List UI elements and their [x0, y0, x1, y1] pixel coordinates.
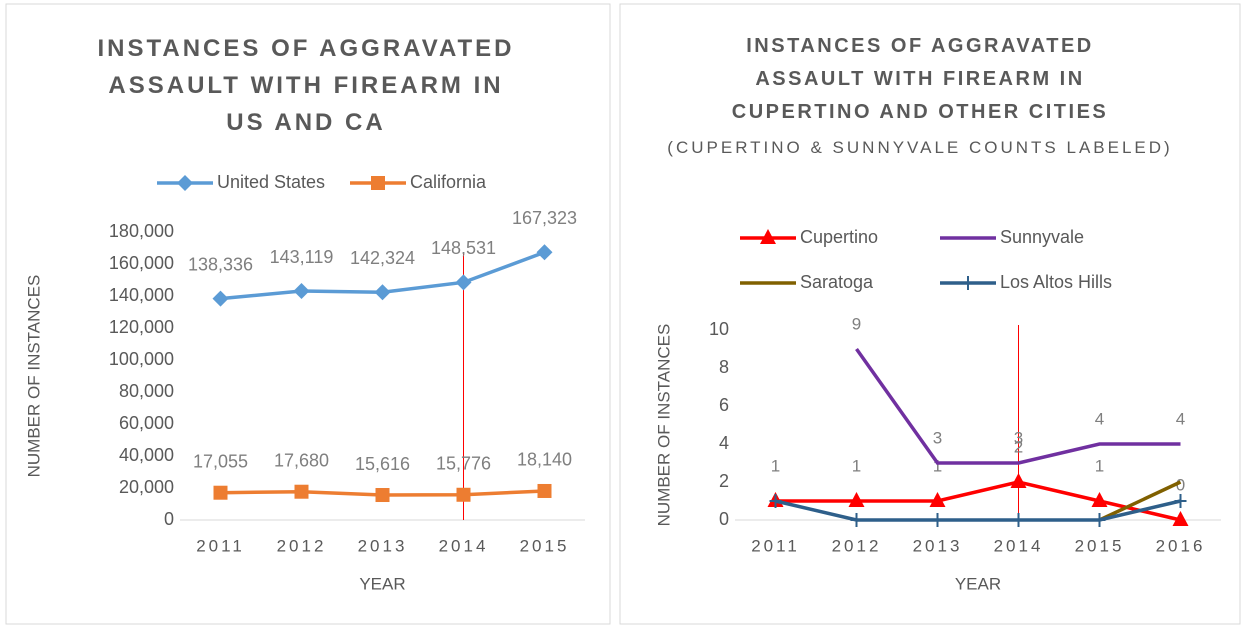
- y-tick-label: 8: [719, 357, 729, 377]
- marker: [1093, 513, 1106, 527]
- data-label: 1: [1095, 456, 1104, 475]
- marker: [375, 488, 390, 503]
- legend-label: Sunnyvale: [1000, 227, 1084, 247]
- data-label: 4: [1095, 409, 1104, 428]
- series-line: [775, 499, 1181, 522]
- y-tick-label: 60,000: [119, 413, 174, 433]
- legend-label: Cupertino: [800, 227, 878, 247]
- data-label: 17,055: [193, 451, 248, 471]
- marker: [1012, 513, 1025, 527]
- series-line: [855, 347, 1181, 465]
- marker: [931, 513, 944, 527]
- marker: [760, 229, 776, 244]
- chart-title: INSTANCES OF AGGRAVATED ASSAULT WITH FIR…: [731, 35, 1109, 123]
- y-axis-title: NUMBER OF INSTANCES: [654, 324, 673, 527]
- marker: [212, 290, 229, 307]
- marker: [850, 513, 863, 527]
- y-tick-label: 0: [164, 509, 174, 529]
- x-tick-label: 2015: [1075, 536, 1125, 555]
- data-label: 143,119: [270, 247, 334, 267]
- marker: [1010, 473, 1027, 488]
- data-label: 1: [933, 456, 942, 475]
- x-tick-label: 2011: [751, 536, 800, 555]
- data-label: 2: [1014, 437, 1023, 456]
- marker: [374, 284, 391, 301]
- chart-subtitle: (CUPERTINO & SUNNYVALE COUNTS LABELED): [667, 138, 1173, 157]
- marker: [213, 485, 228, 500]
- y-tick-label: 40,000: [119, 445, 174, 465]
- data-label: 17,680: [274, 450, 329, 470]
- marker: [769, 494, 782, 508]
- data-label: 18,140: [517, 450, 572, 470]
- data-label: 167,323: [512, 208, 577, 228]
- data-label: 1: [852, 456, 861, 475]
- data-label: 3: [1014, 428, 1023, 447]
- marker: [294, 484, 309, 499]
- y-axis-title: NUMBER OF INSTANCES: [24, 275, 43, 478]
- legend-label: Los Altos Hills: [1000, 272, 1112, 292]
- data-label: 148,531: [431, 238, 496, 258]
- y-tick-label: 180,000: [109, 221, 174, 241]
- x-tick-label: 2014: [439, 536, 489, 555]
- x-tick-label: 2013: [358, 536, 408, 555]
- data-label: 142,324: [350, 248, 415, 268]
- data-label: 9: [852, 314, 861, 333]
- legend-label: United States: [217, 172, 325, 192]
- y-tick-label: 160,000: [109, 253, 174, 273]
- y-tick-label: 100,000: [109, 349, 174, 369]
- marker: [848, 492, 865, 507]
- x-tick-label: 2015: [520, 536, 570, 555]
- x-axis-title: YEAR: [955, 574, 1001, 593]
- y-tick-label: 20,000: [119, 477, 174, 497]
- data-label: 15,776: [436, 454, 491, 474]
- marker: [536, 244, 553, 261]
- legend-label: California: [410, 172, 487, 192]
- marker: [177, 175, 193, 191]
- marker: [1174, 494, 1187, 508]
- y-tick-label: 10: [709, 319, 729, 339]
- x-axis-title: YEAR: [359, 574, 405, 593]
- series-line: [775, 480, 1181, 522]
- series-line: [1098, 480, 1182, 522]
- data-label: 3: [933, 428, 942, 447]
- legend-label: Saratoga: [800, 272, 874, 292]
- marker: [962, 276, 974, 290]
- data-label: 0: [1176, 475, 1185, 494]
- marker: [456, 487, 471, 502]
- marker: [293, 283, 310, 300]
- chart-title: INSTANCES OF AGGRAVATED ASSAULT WITH FIR…: [97, 35, 515, 136]
- y-tick-label: 120,000: [109, 317, 174, 337]
- marker: [929, 492, 946, 507]
- x-tick-label: 2011: [196, 536, 245, 555]
- y-tick-label: 4: [719, 433, 729, 453]
- x-tick-label: 2013: [913, 536, 963, 555]
- x-tick-label: 2012: [277, 536, 327, 555]
- data-label: 138,336: [188, 254, 253, 274]
- x-tick-label: 2016: [1156, 536, 1206, 555]
- marker: [455, 274, 472, 291]
- y-tick-label: 6: [719, 395, 729, 415]
- y-tick-label: 2: [719, 471, 729, 491]
- data-label: 1: [771, 456, 780, 475]
- panel-border: [619, 3, 1241, 625]
- y-tick-label: 0: [719, 509, 729, 529]
- marker: [1091, 492, 1108, 507]
- data-label: 4: [1176, 409, 1185, 428]
- panel-border: [5, 3, 611, 625]
- marker: [537, 483, 552, 498]
- marker: [371, 176, 385, 190]
- y-tick-label: 140,000: [109, 285, 174, 305]
- x-tick-label: 2014: [994, 536, 1044, 555]
- marker: [1172, 511, 1189, 526]
- x-tick-label: 2012: [832, 536, 882, 555]
- data-label: 15,616: [355, 454, 410, 474]
- y-tick-label: 80,000: [119, 381, 174, 401]
